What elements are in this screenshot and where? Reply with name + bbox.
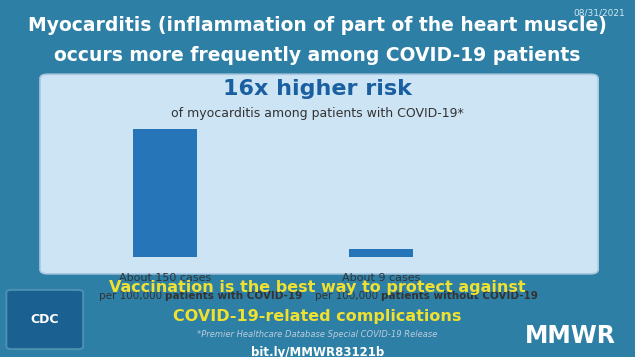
Text: of myocarditis among patients with COVID-19*: of myocarditis among patients with COVID… [171,107,464,120]
Text: bit.ly/MMWR83121b: bit.ly/MMWR83121b [251,346,384,357]
Text: occurs more frequently among COVID-19 patients: occurs more frequently among COVID-19 pa… [55,46,580,65]
Text: patients with COVID-19: patients with COVID-19 [165,291,302,301]
Bar [349,249,413,257]
Text: per 100,000: per 100,000 [314,291,381,301]
Text: per 100,000: per 100,000 [98,291,165,301]
Text: COVID-19-related complications: COVID-19-related complications [173,309,462,324]
Bar [133,129,197,257]
Text: Vaccination is the best way to protect against: Vaccination is the best way to protect a… [109,280,526,295]
Text: MMWR: MMWR [525,324,616,348]
Text: Myocarditis (inflammation of part of the heart muscle): Myocarditis (inflammation of part of the… [28,16,607,35]
Text: 08/31/2021: 08/31/2021 [574,9,625,18]
Text: *Premier Healthcare Database Special COVID-19 Release: *Premier Healthcare Database Special COV… [197,330,438,339]
Text: About 9 cases: About 9 cases [342,273,420,283]
Text: CDC: CDC [30,313,58,326]
FancyBboxPatch shape [6,290,83,349]
FancyBboxPatch shape [40,74,598,274]
Text: About 150 cases: About 150 cases [119,273,211,283]
Text: patients without COVID-19: patients without COVID-19 [381,291,538,301]
Text: 16x higher risk: 16x higher risk [223,79,412,99]
